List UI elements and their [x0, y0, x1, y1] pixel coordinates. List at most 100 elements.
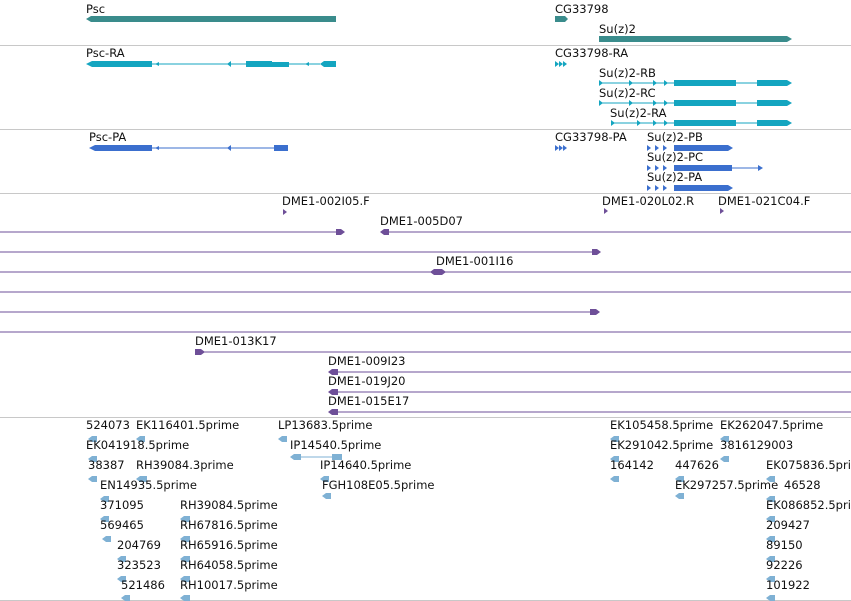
bac-clone-end[interactable]	[590, 309, 600, 315]
est-feature[interactable]	[610, 456, 619, 462]
est-feature[interactable]	[720, 436, 729, 442]
est-feature[interactable]	[278, 436, 287, 442]
est-feature[interactable]	[88, 436, 97, 442]
est-feature[interactable]	[320, 476, 329, 482]
track-separator	[0, 129, 851, 130]
est-feature[interactable]	[117, 576, 126, 582]
est-feature[interactable]	[121, 595, 130, 601]
est-label: 38387	[88, 458, 125, 472]
est-label: 209427	[766, 518, 810, 532]
est-feature[interactable]	[766, 595, 775, 601]
est-feature[interactable]	[766, 536, 775, 542]
est-feature[interactable]	[88, 476, 97, 482]
est-feature[interactable]	[102, 536, 111, 542]
bac-clone-end[interactable]	[430, 269, 446, 275]
est-feature[interactable]	[180, 516, 190, 522]
protein-feature-cg33798-pa[interactable]	[555, 145, 567, 151]
bac-clone-end[interactable]	[592, 249, 601, 255]
bac-label: DME1-002I05.F	[282, 194, 370, 208]
est-feature[interactable]	[88, 456, 97, 462]
est-label: EK262047.5prime	[720, 418, 824, 432]
bac-label: DME1-005D07	[380, 214, 463, 228]
bac-clone-end[interactable]	[380, 229, 389, 235]
est-label: EK116401.5prime	[136, 418, 240, 432]
transcript-feature-suz2-ra[interactable]	[611, 120, 792, 126]
est-label: RH39084.3prime	[136, 458, 234, 472]
est-label: 521486	[121, 578, 165, 592]
est-feature[interactable]	[117, 556, 126, 562]
est-feature[interactable]	[136, 476, 147, 482]
protein-feature-suz2-pb[interactable]	[647, 145, 733, 151]
transcript-feature-suz2-rb[interactable]	[599, 80, 792, 86]
est-feature[interactable]	[766, 576, 775, 582]
protein-label: Su(z)2-PB	[647, 130, 703, 144]
gene-feature-suz2[interactable]	[599, 36, 792, 42]
est-label: EK291042.5prime	[610, 438, 714, 452]
est-feature[interactable]	[766, 516, 775, 522]
est-label: 164142	[610, 458, 654, 472]
est-feature[interactable]	[290, 454, 301, 460]
protein-feature-suz2-pa[interactable]	[647, 185, 733, 191]
transcript-label: Su(z)2-RC	[599, 86, 656, 100]
bac-label: DME1-015E17	[328, 394, 410, 408]
bac-end-marker[interactable]	[604, 208, 608, 214]
bac-label: DME1-020L02.R	[602, 194, 695, 208]
est-feature[interactable]	[100, 496, 109, 502]
est-feature[interactable]	[766, 556, 775, 562]
bac-label: DME1-009I23	[328, 354, 406, 368]
bac-end-marker[interactable]	[283, 209, 287, 215]
est-feature[interactable]	[675, 476, 684, 482]
est-feature[interactable]	[766, 496, 775, 502]
est-label: 323523	[117, 558, 161, 572]
bac-clone-end[interactable]	[328, 409, 338, 415]
est-feature[interactable]	[610, 436, 619, 442]
est-label: 371095	[100, 498, 144, 512]
est-label: RH67816.5prime	[180, 518, 278, 532]
est-label: 3816129003	[720, 438, 794, 452]
est-feature[interactable]	[136, 436, 145, 442]
transcript-feature-suz2-rc[interactable]	[599, 100, 792, 106]
protein-feature-suz2-pc[interactable]	[647, 165, 763, 171]
track-separator	[0, 193, 851, 194]
transcript-feature-psc-ra[interactable]	[86, 61, 336, 67]
est-feature[interactable]	[610, 476, 619, 482]
est-feature[interactable]	[322, 493, 331, 499]
est-label: EN14935.5prime	[100, 478, 197, 492]
protein-feature-psc-pa[interactable]	[89, 145, 288, 151]
track-separator	[0, 45, 851, 46]
est-label: RH65916.5prime	[180, 538, 278, 552]
est-label: RH64058.5prime	[180, 558, 278, 572]
bac-end-marker[interactable]	[720, 208, 724, 214]
est-label: EK086852.5prime	[766, 498, 851, 512]
gene-label: Psc	[86, 2, 106, 16]
est-feature[interactable]	[100, 516, 109, 522]
gene-label: Su(z)2	[599, 22, 636, 36]
est-feature[interactable]	[180, 595, 190, 601]
protein-label: Psc-PA	[89, 130, 127, 144]
est-label: IP14540.5prime	[290, 438, 382, 452]
est-label: EK041918.5prime	[86, 438, 190, 452]
est-label: IP14640.5prime	[320, 458, 412, 472]
gene-feature-psc[interactable]	[86, 16, 336, 22]
bac-clone-end[interactable]	[336, 229, 345, 235]
est-feature[interactable]	[180, 556, 190, 562]
est-label: EK297257.5prime	[675, 478, 779, 492]
est-feature[interactable]	[180, 536, 190, 542]
bac-clone-end[interactable]	[195, 349, 205, 355]
protein-label: Su(z)2-PA	[647, 170, 703, 184]
est-feature[interactable]	[766, 476, 775, 482]
transcript-feature-cg33798-ra[interactable]	[555, 61, 567, 67]
est-label: RH39084.5prime	[180, 498, 278, 512]
transcript-label: Su(z)2-RB	[599, 66, 656, 80]
est-feature[interactable]	[180, 576, 190, 582]
bac-clone-end[interactable]	[328, 369, 338, 375]
est-feature[interactable]	[332, 454, 342, 460]
est-label: RH10017.5prime	[180, 578, 278, 592]
est-feature[interactable]	[720, 456, 729, 462]
est-label: 524073	[86, 418, 130, 432]
transcript-label: Psc-RA	[86, 46, 125, 60]
gene-feature-cg33798[interactable]	[555, 16, 568, 22]
est-feature[interactable]	[675, 493, 684, 499]
bac-clone-end[interactable]	[328, 389, 338, 395]
